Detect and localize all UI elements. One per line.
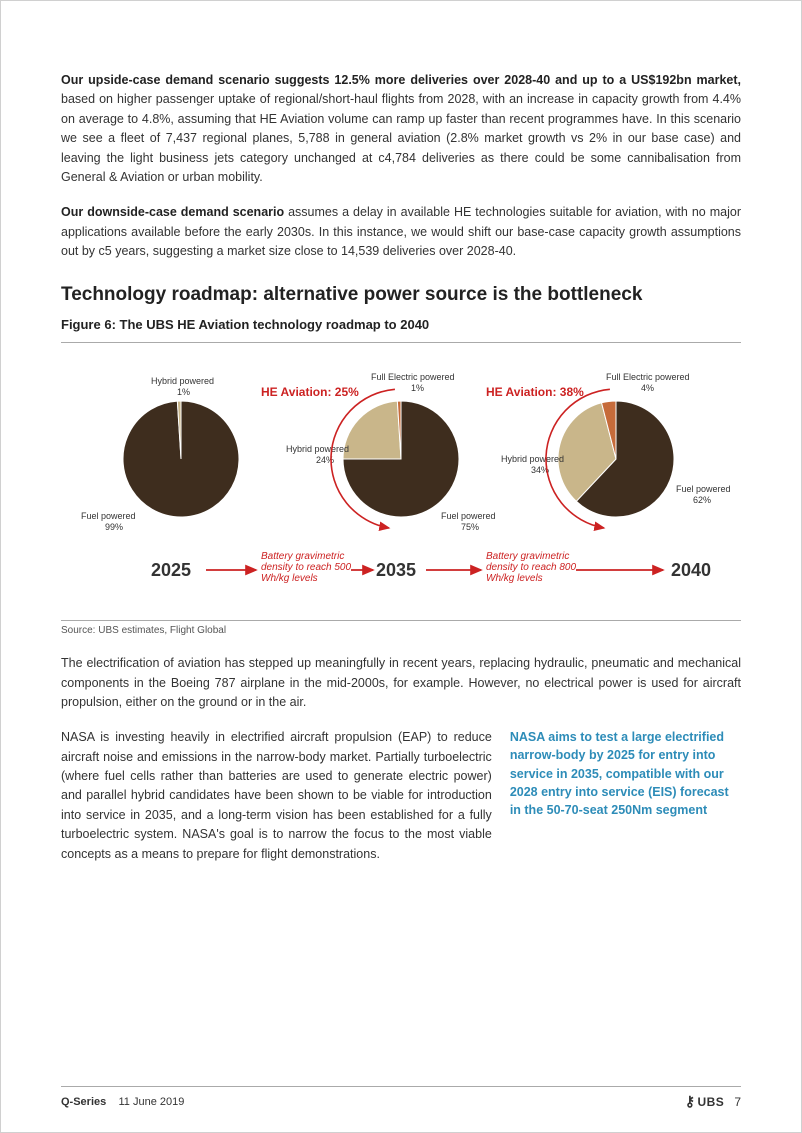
svg-text:Fuel powered: Fuel powered xyxy=(676,484,731,494)
nasa-paragraph: NASA is investing heavily in electrified… xyxy=(61,728,492,864)
downside-paragraph: Our downside-case demand scenario assume… xyxy=(61,203,741,261)
svg-text:Battery gravimetric: Battery gravimetric xyxy=(486,551,569,562)
svg-text:1%: 1% xyxy=(411,383,424,393)
svg-text:HE Aviation: 38%: HE Aviation: 38% xyxy=(486,385,584,399)
svg-text:Fuel powered: Fuel powered xyxy=(81,511,136,521)
svg-text:HE Aviation: 25%: HE Aviation: 25% xyxy=(261,385,359,399)
page-number: 7 xyxy=(734,1095,741,1109)
svg-text:99%: 99% xyxy=(105,522,123,532)
electrification-paragraph: The electrification of aviation has step… xyxy=(61,654,741,712)
ubs-brand-text: UBS xyxy=(697,1095,724,1109)
upside-paragraph: Our upside-case demand scenario suggests… xyxy=(61,71,741,187)
svg-text:1%: 1% xyxy=(177,387,190,397)
svg-text:Wh/kg levels: Wh/kg levels xyxy=(486,573,543,584)
figure-title: Figure 6: The UBS HE Aviation technology… xyxy=(61,317,741,332)
svg-text:Hybrid powered: Hybrid powered xyxy=(151,376,214,386)
upside-bold: Our upside-case demand scenario suggests… xyxy=(61,73,741,87)
downside-bold: Our downside-case demand scenario xyxy=(61,205,284,219)
section-heading: Technology roadmap: alternative power so… xyxy=(61,283,741,307)
svg-text:2025: 2025 xyxy=(151,560,191,580)
sidebar-callout: NASA aims to test a large electrified na… xyxy=(510,728,741,880)
svg-text:2035: 2035 xyxy=(376,560,416,580)
ubs-keys-icon: ⚷ xyxy=(685,1093,696,1110)
svg-text:Hybrid powered: Hybrid powered xyxy=(501,454,564,464)
svg-text:75%: 75% xyxy=(461,522,479,532)
svg-text:4%: 4% xyxy=(641,383,654,393)
footer-right: ⚷ UBS 7 xyxy=(685,1093,741,1110)
page-footer: Q-Series 11 June 2019 ⚷ UBS 7 xyxy=(61,1086,741,1110)
svg-text:Battery gravimetric: Battery gravimetric xyxy=(261,551,344,562)
roadmap-chart: Fuel powered99%Hybrid powered1%2025Fuel … xyxy=(61,349,741,609)
svg-text:Full Electric powered: Full Electric powered xyxy=(606,372,690,382)
svg-text:62%: 62% xyxy=(693,495,711,505)
svg-text:Wh/kg levels: Wh/kg levels xyxy=(261,573,318,584)
svg-text:Fuel powered: Fuel powered xyxy=(441,511,496,521)
footer-date: 11 June 2019 xyxy=(119,1096,185,1108)
ubs-logo: ⚷ UBS xyxy=(685,1093,725,1110)
footer-series: Q-Series xyxy=(61,1096,106,1108)
footer-left: Q-Series 11 June 2019 xyxy=(61,1096,184,1108)
upside-rest: based on higher passenger uptake of regi… xyxy=(61,92,741,184)
svg-text:2040: 2040 xyxy=(671,560,711,580)
svg-text:Hybrid powered: Hybrid powered xyxy=(286,444,349,454)
svg-text:density to reach 500: density to reach 500 xyxy=(261,562,351,573)
figure-source: Source: UBS estimates, Flight Global xyxy=(61,620,741,636)
figure-container: Fuel powered99%Hybrid powered1%2025Fuel … xyxy=(61,342,741,614)
svg-text:density to reach 800: density to reach 800 xyxy=(486,562,576,573)
svg-text:Full Electric powered: Full Electric powered xyxy=(371,372,455,382)
